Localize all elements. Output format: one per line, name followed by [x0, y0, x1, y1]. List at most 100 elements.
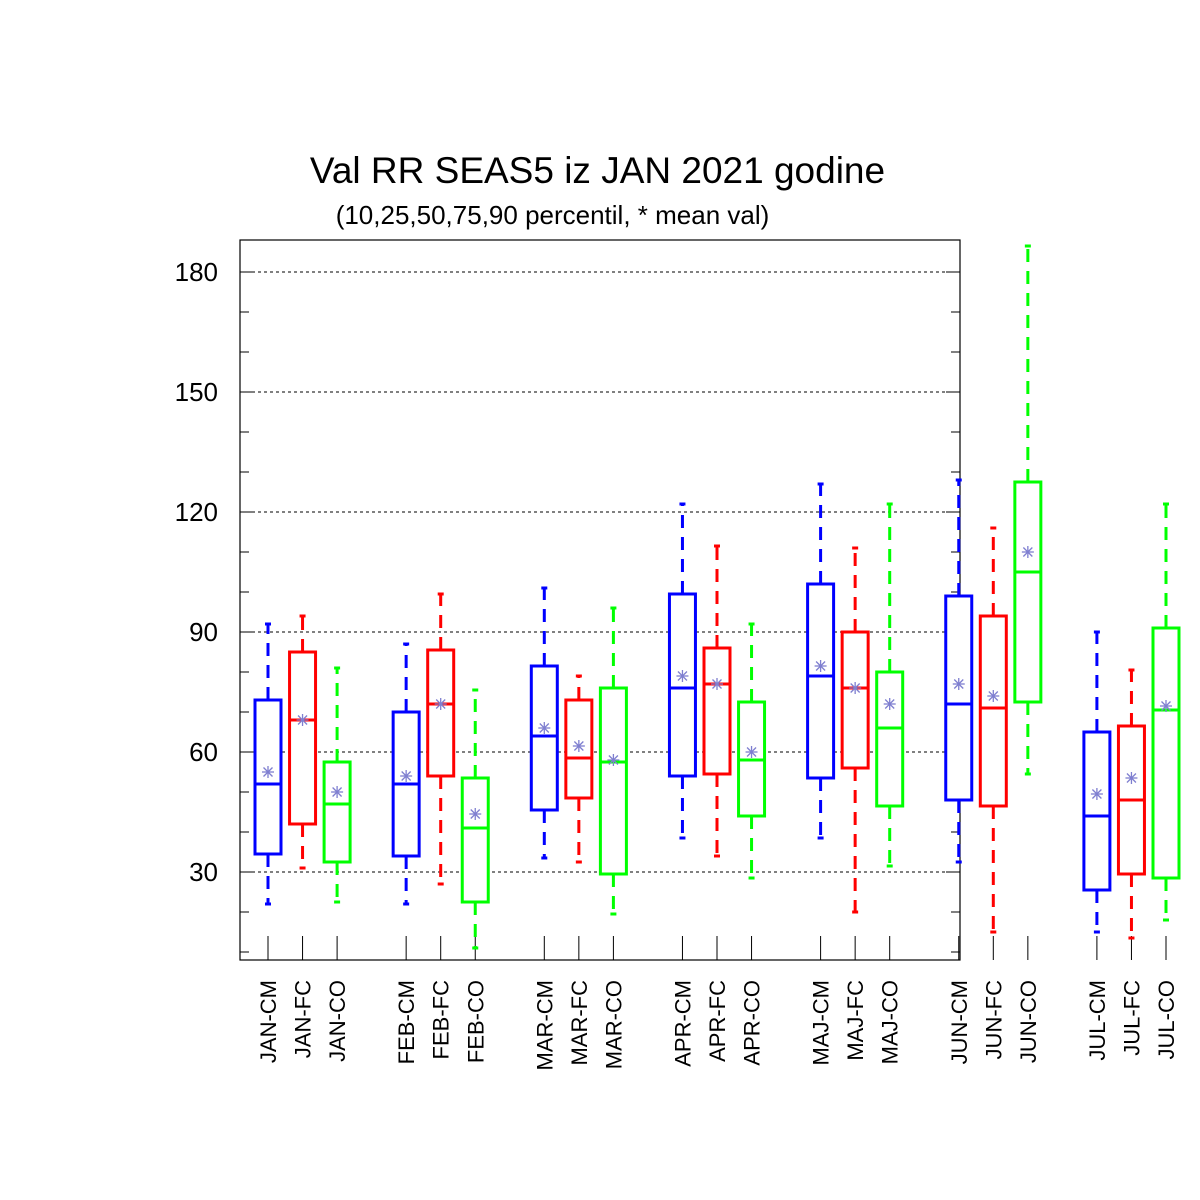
- iqr-box: [529, 664, 559, 812]
- mean-marker: [400, 770, 413, 782]
- mean-marker: [572, 740, 585, 752]
- box-jun-cm: [944, 478, 974, 864]
- xtick-label: JUL-CM: [1085, 980, 1110, 1061]
- box-maj-co: [875, 502, 905, 868]
- xtick-label: JAN-CM: [256, 980, 281, 1063]
- xtick-label: FEB-CO: [463, 980, 488, 1063]
- xtick-label: JUL-CO: [1154, 980, 1179, 1059]
- xtick-label: MAJ-CO: [878, 980, 903, 1064]
- iqr-box: [702, 646, 732, 776]
- box-jul-co: [1151, 502, 1181, 922]
- mean-stroke: [677, 671, 688, 681]
- box-apr-cm: [667, 502, 697, 840]
- ytick-label-90: 90: [189, 617, 218, 647]
- iqr-box: [840, 630, 870, 770]
- mean-stroke: [470, 809, 481, 819]
- ytick-label-30: 30: [189, 857, 218, 887]
- mean-stroke: [712, 679, 722, 689]
- mean-stroke: [401, 771, 412, 781]
- mean-marker: [434, 698, 447, 710]
- box-jan-cm: [253, 622, 283, 906]
- mean-marker: [987, 690, 1000, 702]
- mean-marker: [607, 754, 620, 766]
- mean-stroke: [263, 767, 273, 777]
- mean-marker: [1125, 772, 1138, 784]
- mean-stroke: [850, 683, 861, 693]
- mean-stroke: [539, 723, 550, 733]
- xtick-label: JAN-FC: [291, 980, 316, 1058]
- mean-stroke: [608, 755, 619, 765]
- box-mar-cm: [529, 586, 559, 860]
- box-mar-fc: [564, 674, 594, 864]
- ytick-label-180: 180: [175, 257, 218, 287]
- mean-stroke: [297, 715, 308, 725]
- mean-stroke: [435, 699, 446, 709]
- tick-labels: 30 60 90 120 150 180 JAN-CM JAN-FC JAN-CO FEB-CM F…: [175, 257, 1179, 1070]
- mean-marker: [952, 678, 965, 690]
- box-jan-fc: [288, 614, 318, 870]
- mean-marker: [331, 786, 344, 798]
- mean-stroke: [573, 741, 584, 751]
- xtick-label: MAJ-FC: [843, 980, 868, 1061]
- iqr-box: [1013, 480, 1043, 704]
- mean-marker: [296, 714, 309, 726]
- box-jun-fc: [978, 526, 1008, 934]
- mean-marker: [1021, 546, 1034, 558]
- mean-marker: [1160, 700, 1172, 712]
- mean-stroke: [884, 699, 895, 709]
- iqr-box: [806, 582, 836, 780]
- mean-marker: [676, 670, 689, 682]
- mean-marker: [262, 766, 274, 778]
- xtick-label: JUN-CO: [1016, 980, 1041, 1063]
- mean-stroke: [815, 661, 826, 671]
- mean-marker: [849, 682, 862, 694]
- xtick-label: MAR-FC: [567, 980, 592, 1066]
- box-apr-fc: [702, 544, 732, 858]
- box-feb-cm: [391, 642, 421, 906]
- box-jul-cm: [1082, 630, 1112, 934]
- iqr-box: [1151, 626, 1181, 880]
- xtick-label: JUN-FC: [981, 980, 1006, 1060]
- iqr-box: [288, 650, 318, 826]
- box-apr-co: [737, 622, 767, 880]
- mean-marker: [814, 660, 827, 672]
- mean-stroke: [746, 747, 757, 757]
- box-feb-fc: [426, 592, 456, 886]
- mean-stroke: [1126, 773, 1137, 783]
- chart-title: Val RR SEAS5 iz JAN 2021 godine: [309, 150, 886, 191]
- xtick-label: APR-FC: [705, 980, 730, 1062]
- box-maj-cm: [806, 482, 836, 840]
- box-mar-co: [598, 606, 628, 916]
- iqr-box: [944, 594, 974, 802]
- box-jul-fc: [1116, 668, 1146, 940]
- xtick-label: FEB-CM: [394, 980, 419, 1064]
- box-jan-co: [322, 666, 352, 904]
- mean-stroke: [1091, 789, 1102, 799]
- xtick-label: MAR-CO: [601, 980, 626, 1069]
- box-feb-co: [460, 688, 490, 950]
- chart-subtitle: (10,25,50,75,90 percentil, * mean val): [335, 200, 770, 230]
- iqr-box: [1082, 730, 1112, 892]
- iqr-box: [426, 648, 456, 778]
- mean-marker: [1090, 788, 1103, 800]
- box-jun-co: [1013, 244, 1043, 776]
- mean-stroke: [332, 787, 343, 797]
- iqr-box: [322, 760, 352, 864]
- xtick-label: JUL-FC: [1119, 980, 1144, 1056]
- mean-stroke: [988, 691, 999, 701]
- ytick-label-150: 150: [175, 377, 218, 407]
- xtick-label: APR-CO: [740, 980, 765, 1066]
- box-maj-fc: [840, 546, 870, 914]
- xtick-label: MAR-CM: [532, 980, 557, 1070]
- mean-stroke: [953, 679, 964, 689]
- mean-marker: [538, 722, 551, 734]
- iqr-box: [598, 686, 628, 876]
- xtick-label: MAJ-CM: [809, 980, 834, 1066]
- xtick-label: JUN-CM: [947, 980, 972, 1064]
- mean-stroke: [1161, 701, 1171, 711]
- xtick-label: APR-CM: [670, 980, 695, 1067]
- mean-marker: [711, 678, 723, 690]
- xtick-label: JAN-CO: [325, 980, 350, 1062]
- mean-marker: [745, 746, 758, 758]
